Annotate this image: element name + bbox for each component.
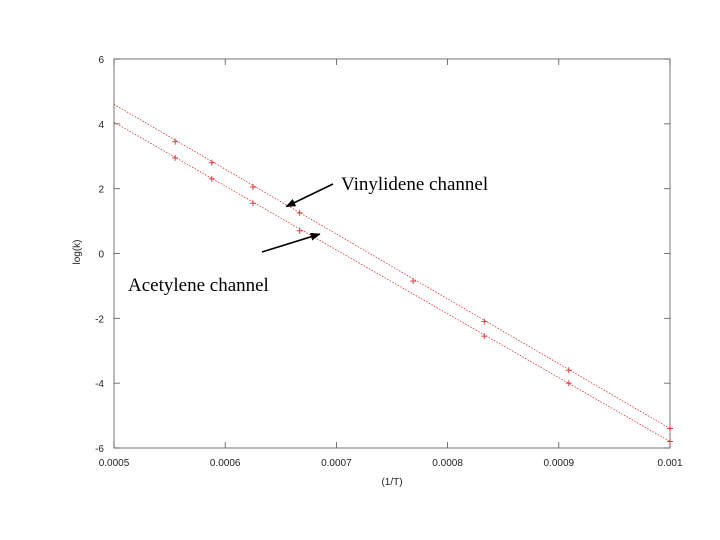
x-tick-label: 0.0006 — [210, 458, 241, 469]
data-point-series-2 — [410, 278, 417, 285]
annotations: Vinylidene channel Acetylene channel — [128, 174, 488, 296]
x-tick-label: 0.001 — [657, 458, 682, 469]
data-point-series-2 — [667, 438, 673, 445]
y-tick-label: 6 — [98, 55, 104, 66]
x-tick-label: 0.0007 — [321, 458, 352, 469]
y-tick-label: 0 — [98, 250, 104, 261]
data-point-series-1 — [481, 318, 488, 325]
y-axis-label: log(k) — [72, 239, 83, 264]
data-markers — [172, 138, 673, 445]
x-tick-label: 0.0005 — [99, 458, 130, 469]
annotation-arrow-2 — [261, 232, 321, 253]
x-tick-label: 0.0008 — [432, 458, 463, 469]
annotation-acetylene: Acetylene channel — [128, 275, 269, 296]
data-point-series-2 — [481, 333, 488, 340]
annotation-arrow-1 — [285, 183, 334, 208]
axis-ticks: 0.0005 0.0006 0.0007 0.0008 0.0009 0.001 -6 -4 -… — [95, 55, 683, 469]
data-point-series-1 — [296, 209, 303, 216]
y-tick-label: -4 — [95, 379, 104, 390]
y-tick-label: 4 — [98, 120, 104, 131]
data-point-series-1 — [667, 425, 673, 432]
y-tick-label: -6 — [95, 444, 104, 455]
data-point-series-2 — [296, 227, 303, 234]
data-point-series-1 — [565, 367, 572, 374]
data-point-series-1 — [250, 184, 256, 191]
annotation-vinylidene: Vinylidene channel — [341, 174, 488, 195]
y-tick-label: -2 — [95, 314, 104, 325]
data-point-series-1 — [172, 138, 179, 145]
fit-line-series-2 — [113, 121, 671, 442]
data-point-series-1 — [208, 159, 215, 166]
data-point-series-2 — [208, 175, 215, 182]
fit-line-series-1 — [113, 104, 671, 429]
x-tick-label: 0.0009 — [544, 458, 575, 469]
data-point-series-2 — [250, 200, 256, 207]
y-tick-label: 2 — [98, 185, 104, 196]
data-point-series-2 — [565, 380, 572, 387]
x-axis-label: (1/T) — [381, 477, 402, 488]
fit-lines — [113, 104, 671, 442]
data-point-series-2 — [172, 154, 179, 161]
